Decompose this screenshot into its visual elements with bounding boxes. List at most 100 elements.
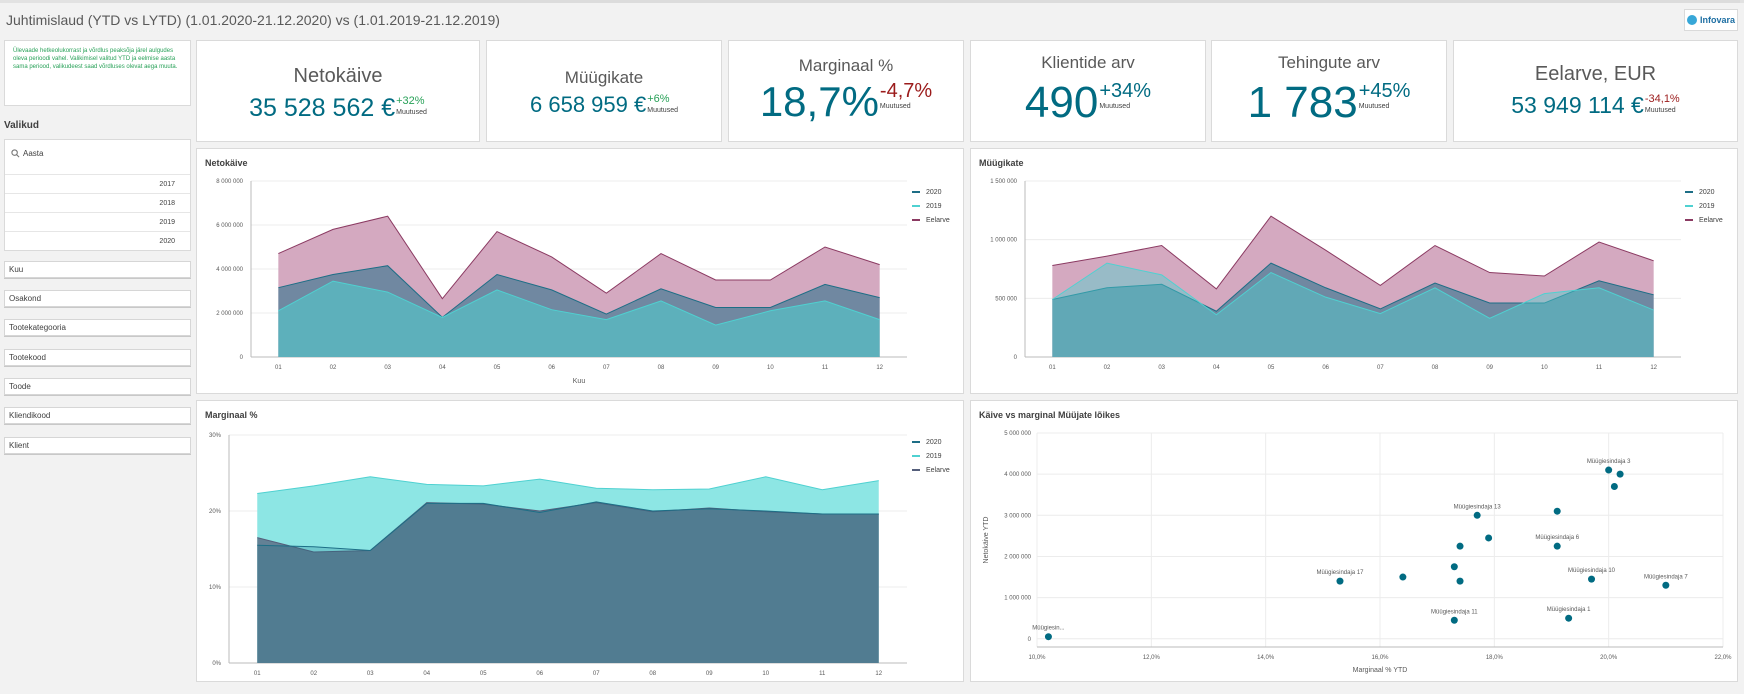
x-tick-label: 05: [480, 671, 487, 677]
kpi-title: Netokäive: [293, 65, 383, 87]
y-tick-label: 5 000 000: [1004, 431, 1031, 437]
scatter-point: [1450, 616, 1458, 624]
scatter-point: [1473, 511, 1481, 519]
series-area-2019: [1052, 263, 1654, 357]
kpi-change: +45%: [1358, 80, 1411, 102]
year-search-label: Aasta: [23, 149, 44, 158]
filter-kliendikood[interactable]: Kliendikood: [4, 407, 191, 424]
year-option-2017[interactable]: 2017: [5, 175, 190, 194]
series-line-2019: [278, 280, 880, 326]
y-tick-label: 1 500 000: [990, 179, 1017, 185]
filter-kuu[interactable]: Kuu: [4, 261, 191, 278]
x-tick-label: 07: [1377, 365, 1384, 371]
x-tick-label: 09: [706, 671, 713, 677]
y-tick-label: 0: [1014, 355, 1018, 361]
x-tick-label: 08: [649, 671, 656, 677]
filter-tootekategooria[interactable]: Tootekategooria: [4, 319, 191, 336]
x-tick-label: 04: [439, 365, 446, 371]
legend-item: Eelarve: [926, 466, 950, 474]
point-label: Müügiesindaja 17: [1316, 570, 1364, 576]
point-label: Müügiesindaja 7: [1644, 574, 1688, 580]
x-tick-label: 03: [384, 365, 391, 371]
x-tick-label: 11: [819, 671, 826, 677]
y-tick-label: 4 000 000: [1004, 472, 1031, 478]
x-tick-label: 04: [423, 671, 430, 677]
y-tick-label: 2 000 000: [216, 311, 243, 317]
filter-klient[interactable]: Klient: [4, 437, 191, 454]
year-option-2020[interactable]: 2020: [159, 238, 175, 245]
kpi-change-note: Muutused: [396, 109, 427, 116]
scatter-point: [1553, 507, 1561, 515]
kpi-tehingute-arv[interactable]: Tehingute arv 1 783 +45% Muutused: [1211, 40, 1447, 142]
x-tick-label: 18,0%: [1486, 655, 1504, 661]
point-label: Müügiesindaja 10: [1568, 568, 1616, 574]
x-tick-label: 05: [494, 365, 501, 371]
kpi-eelarve[interactable]: Eelarve, EUR 53 949 114 € -34,1% Muutused: [1453, 40, 1738, 142]
x-tick-label: 03: [367, 671, 374, 677]
scatter-point: [1450, 563, 1458, 571]
legend-item: 2019: [1699, 202, 1715, 210]
legend-item: 2019: [926, 452, 942, 460]
chart-title: Netokäive: [205, 158, 248, 168]
y-tick-label: 1 000 000: [990, 238, 1017, 244]
marginaal-chart[interactable]: Marginaal % 0% 10% 20% 30% 01 02 03 04 05 06 07 08 0…: [196, 400, 964, 682]
kpi-change: -4,7%: [879, 80, 933, 102]
muugikate-chart-plot: 0 500 000 1 000 000 1 500 000 01 02 03 04 05 06 07…: [990, 179, 1681, 371]
logo-text: Infovara: [1699, 15, 1735, 25]
scatter-point: [1399, 573, 1407, 581]
kpi-change: +32%: [396, 95, 425, 107]
x-tick-label: 03: [1158, 365, 1165, 371]
netokaive-chart[interactable]: Netokäive 0 2 000 000 4 000 000 6 000 000 8 …: [196, 148, 964, 394]
kpi-muugikate[interactable]: Müügikate 6 658 959 € +6% Muutused: [486, 40, 722, 142]
scatter-point: [1588, 575, 1596, 583]
series-line-Eelarve: [1052, 215, 1654, 290]
filter-osakond[interactable]: Osakond: [4, 290, 191, 307]
legend-item: 2020: [926, 438, 942, 446]
series-line-2019: [257, 476, 879, 495]
x-tick-label: 09: [1486, 365, 1493, 371]
kpi-netokaive[interactable]: Netokäive 35 528 562 € +32% Muutused: [196, 40, 480, 142]
filter-toode[interactable]: Toode: [4, 378, 191, 395]
kpi-klientide-arv[interactable]: Klientide arv 490 +34% Muutused: [970, 40, 1206, 142]
year-option-2019[interactable]: 2019: [5, 213, 190, 232]
kpi-marginaal[interactable]: Marginaal % 18,7% -4,7% Muutused: [728, 40, 964, 142]
chart-title: Käive vs marginal Müüjate lõikes: [979, 410, 1121, 420]
scatter-point: [1565, 614, 1573, 622]
point-label: Müügiesindaja 13: [1454, 504, 1502, 510]
kpi-title: Klientide arv: [1041, 53, 1135, 72]
legend-item: Eelarve: [926, 216, 950, 224]
y-tick-label: 4 000 000: [216, 267, 243, 273]
page-title: Juhtimislaud (YTD vs LYTD) (1.01.2020-21…: [6, 12, 500, 28]
filter-tootekood[interactable]: Tootekood: [4, 349, 191, 366]
kpi-value: 490: [1024, 78, 1099, 127]
year-search[interactable]: Aasta: [5, 140, 190, 175]
x-tick-label: 11: [1596, 365, 1603, 371]
kpi-change-note: Muutused: [1099, 103, 1131, 110]
kpi-title: Müügikate: [564, 68, 644, 87]
scatter-point: [1610, 483, 1618, 490]
x-tick-label: 12: [1650, 365, 1657, 371]
x-tick-label: 11: [822, 365, 829, 371]
chart-title: Müügikate: [979, 158, 1024, 168]
x-tick-label: 16,0%: [1371, 655, 1389, 661]
year-option-2018[interactable]: 2018: [5, 194, 190, 213]
y-tick-label: 8 000 000: [216, 179, 243, 185]
x-tick-label: 12: [875, 671, 882, 677]
kpi-change: +34%: [1099, 80, 1152, 102]
chart-legend: 2020 2019 Eelarve: [1685, 185, 1723, 227]
year-filter[interactable]: Aasta 2017 2018 2019 2020: [4, 139, 191, 251]
kpi-title: Eelarve, EUR: [1534, 63, 1657, 85]
kaive-vs-marginal-chart[interactable]: Käive vs marginal Müüjate lõikes 0 1 000 …: [970, 400, 1738, 682]
series-line-2020: [1052, 262, 1654, 312]
muugikate-chart[interactable]: Müügikate 0 500 000 1 000 000 1 500 000 01 02…: [970, 148, 1738, 394]
kpi-value: 18,7%: [759, 78, 879, 125]
x-tick-label: 08: [658, 365, 665, 371]
kpi-title: Marginaal %: [798, 56, 894, 75]
y-tick-label: 20%: [209, 509, 222, 515]
kpi-value: 53 949 114 €: [1511, 92, 1644, 118]
x-tick-label: 20,0%: [1600, 655, 1618, 661]
y-tick-label: 0: [1028, 637, 1032, 643]
scatter-point: [1456, 577, 1464, 585]
x-axis-label: Marginaal % YTD: [1353, 667, 1408, 674]
